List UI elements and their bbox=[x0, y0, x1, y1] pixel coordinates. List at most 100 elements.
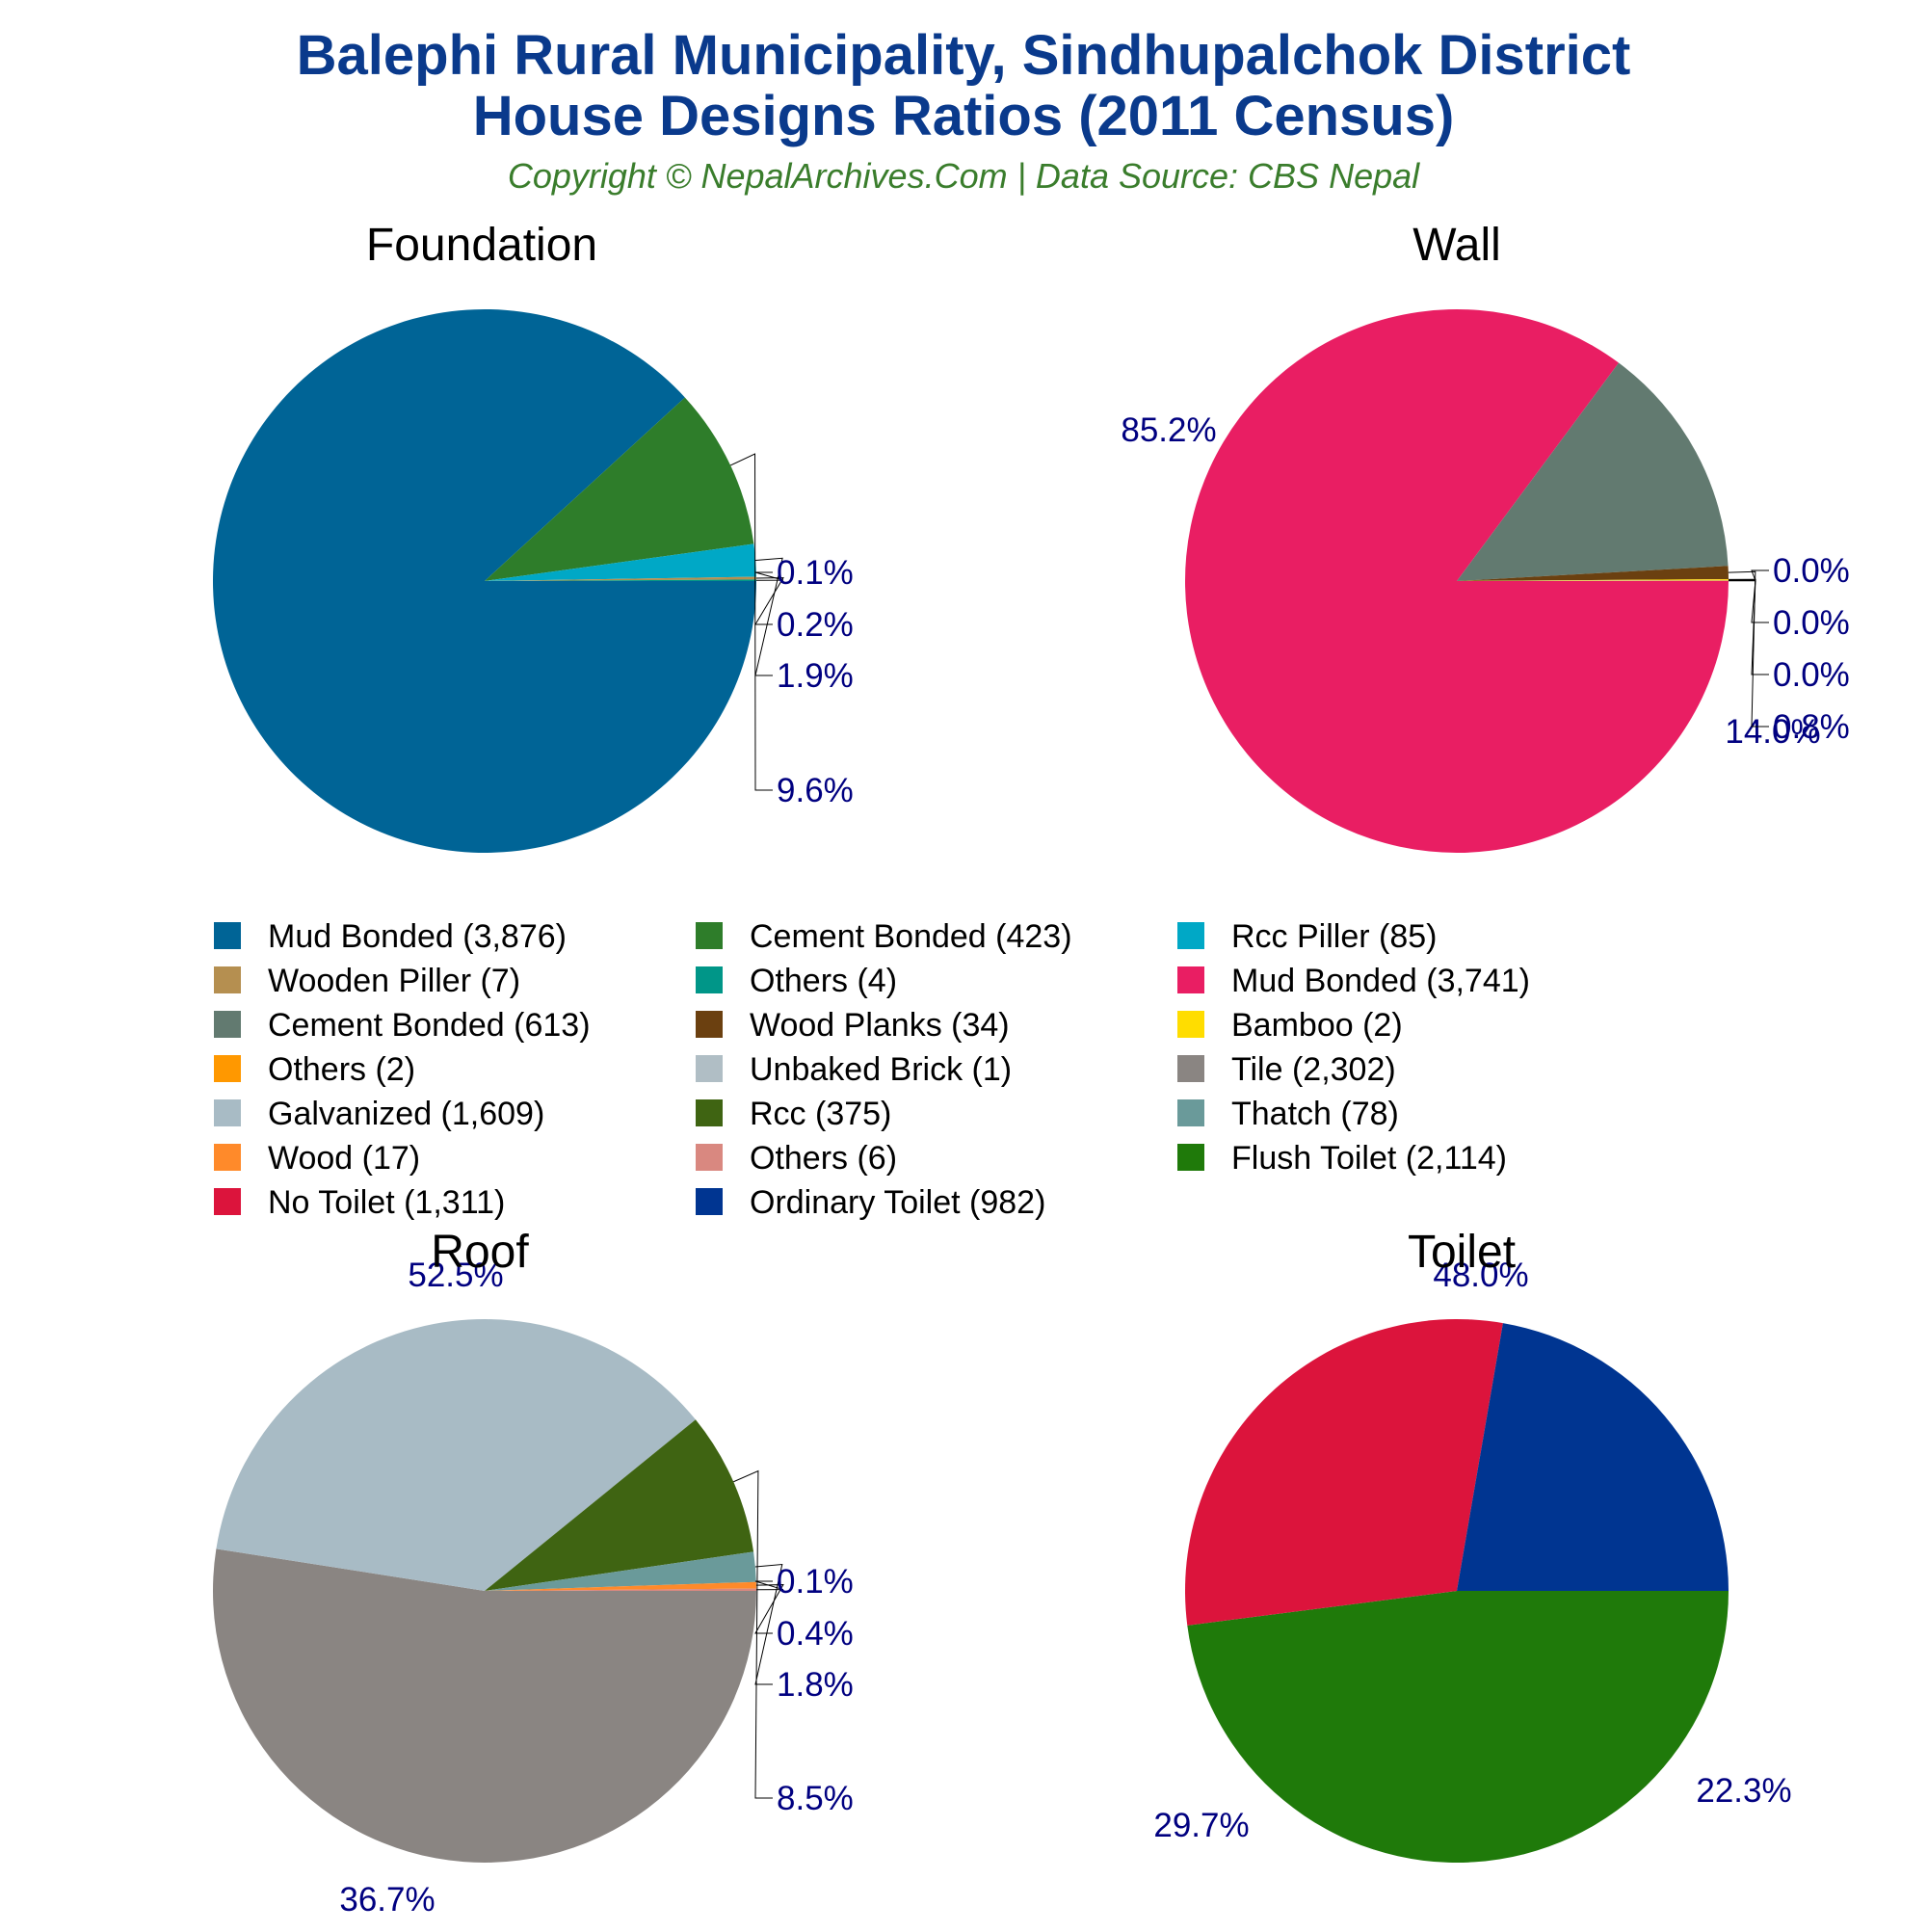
legend-item: Rcc Piller (85) bbox=[1177, 918, 1437, 955]
legend-label: Others (6) bbox=[750, 1140, 897, 1177]
legend-swatch bbox=[1177, 1055, 1204, 1082]
legend-swatch bbox=[696, 966, 723, 993]
legend-item: Others (2) bbox=[214, 1051, 415, 1088]
chart-title-line1: Balephi Rural Municipality, Sindhupalcho… bbox=[297, 24, 1631, 87]
legend-item: Flush Toilet (2,114) bbox=[1177, 1140, 1507, 1177]
legend-swatch bbox=[214, 966, 241, 993]
percent-label: 0.1% bbox=[777, 554, 854, 592]
legend-label: Tile (2,302) bbox=[1231, 1051, 1396, 1088]
pie-title: Foundation bbox=[366, 220, 597, 271]
legend-swatch bbox=[214, 1144, 241, 1171]
legend-label: Cement Bonded (423) bbox=[750, 918, 1072, 955]
legend-label: Galvanized (1,609) bbox=[268, 1096, 544, 1132]
legend-item: Wood (17) bbox=[214, 1140, 420, 1177]
percent-label: 1.8% bbox=[777, 1666, 854, 1704]
legend-item: Others (6) bbox=[696, 1140, 897, 1177]
pie-slices bbox=[213, 309, 756, 853]
legend-label: Others (4) bbox=[750, 963, 897, 999]
legend-label: Rcc Piller (85) bbox=[1231, 918, 1437, 955]
pie-slices bbox=[1185, 309, 1729, 853]
legend-item: Others (4) bbox=[696, 963, 897, 999]
percent-label: 0.0% bbox=[1773, 604, 1850, 642]
legend-item: Cement Bonded (613) bbox=[214, 1007, 591, 1044]
pie-title: Roof bbox=[431, 1227, 529, 1278]
legend-swatch bbox=[214, 1188, 241, 1215]
legend-label: Rcc (375) bbox=[750, 1096, 891, 1132]
pie-roof: 52.5%36.7%8.5%1.8%0.4%0.1%Roof bbox=[213, 1227, 854, 1919]
legend-label: Thatch (78) bbox=[1231, 1096, 1399, 1132]
legend-label: Wood Planks (34) bbox=[750, 1007, 1010, 1044]
legend-item: Wooden Piller (7) bbox=[214, 963, 520, 999]
pie-slices bbox=[1185, 1319, 1729, 1863]
pie-title: Wall bbox=[1412, 220, 1501, 271]
percent-label: 0.0% bbox=[1773, 552, 1850, 590]
percent-label: 1.9% bbox=[777, 657, 854, 695]
percent-label: 0.4% bbox=[777, 1615, 854, 1653]
legend-label: Bamboo (2) bbox=[1231, 1007, 1403, 1044]
legend-swatch bbox=[696, 1144, 723, 1171]
legend-label: Mud Bonded (3,741) bbox=[1231, 963, 1530, 999]
legend-item: Bamboo (2) bbox=[1177, 1007, 1403, 1044]
percent-label: 8.5% bbox=[777, 1780, 854, 1817]
legend-label: Cement Bonded (613) bbox=[268, 1007, 591, 1044]
legend-label: Unbaked Brick (1) bbox=[750, 1051, 1012, 1088]
pie-title: Toilet bbox=[1408, 1227, 1516, 1278]
chart-title-line2: House Designs Ratios (2011 Census) bbox=[473, 85, 1455, 147]
pie-toilet: 48.0%29.7%22.3%Toilet bbox=[1153, 1227, 1791, 1863]
legend-swatch bbox=[1177, 1011, 1204, 1038]
legend-label: Wooden Piller (7) bbox=[268, 963, 520, 999]
legend-swatch bbox=[696, 1055, 723, 1082]
pie-foundation: 88.2%9.6%1.9%0.2%0.1%Foundation bbox=[0, 220, 854, 853]
legend-item: Rcc (375) bbox=[696, 1096, 891, 1132]
legend-swatch bbox=[214, 1099, 241, 1126]
legend-label: Mud Bonded (3,876) bbox=[268, 918, 567, 955]
slice-toilet-ordinary-toilet bbox=[1457, 1323, 1729, 1591]
leader-line bbox=[1729, 571, 1769, 727]
legend-item: Wood Planks (34) bbox=[696, 1007, 1010, 1044]
legend-item: Unbaked Brick (1) bbox=[696, 1051, 1012, 1088]
legend-item: Thatch (78) bbox=[1177, 1096, 1399, 1132]
legend-swatch bbox=[696, 922, 723, 949]
legend-label: Flush Toilet (2,114) bbox=[1231, 1140, 1507, 1177]
legend-swatch bbox=[1177, 966, 1204, 993]
slice-toilet-flush-toilet bbox=[1187, 1591, 1729, 1863]
pie-slices bbox=[213, 1319, 756, 1863]
legend-label: Wood (17) bbox=[268, 1140, 420, 1177]
legend: Mud Bonded (3,876) Cement Bonded (423) Rcc… bbox=[214, 918, 1530, 1221]
leader-line bbox=[1729, 579, 1769, 675]
legend-label: Others (2) bbox=[268, 1051, 415, 1088]
legend-item: No Toilet (1,311) bbox=[214, 1184, 505, 1221]
legend-swatch bbox=[214, 922, 241, 949]
legend-item: Mud Bonded (3,741) bbox=[1177, 963, 1530, 999]
percent-label: 9.6% bbox=[777, 772, 854, 809]
legend-swatch bbox=[1177, 1099, 1204, 1126]
legend-item: Galvanized (1,609) bbox=[214, 1096, 544, 1132]
legend-swatch bbox=[1177, 1144, 1204, 1171]
percent-label: 0.8% bbox=[1773, 708, 1850, 746]
legend-swatch bbox=[1177, 922, 1204, 949]
legend-label: Ordinary Toilet (982) bbox=[750, 1184, 1045, 1221]
percent-label: 85.2% bbox=[1121, 411, 1216, 449]
percent-label: 36.7% bbox=[339, 1881, 435, 1919]
legend-swatch bbox=[696, 1188, 723, 1215]
legend-item: Ordinary Toilet (982) bbox=[696, 1184, 1045, 1221]
percent-label: 0.2% bbox=[777, 606, 854, 644]
percent-label: 22.3% bbox=[1696, 1772, 1791, 1810]
legend-label: No Toilet (1,311) bbox=[268, 1184, 505, 1221]
leader-line bbox=[1729, 580, 1769, 622]
legend-swatch bbox=[696, 1099, 723, 1126]
legend-item: Cement Bonded (423) bbox=[696, 918, 1072, 955]
legend-swatch bbox=[214, 1055, 241, 1082]
slice-roof-tile bbox=[213, 1548, 756, 1863]
percent-label: 0.0% bbox=[1773, 656, 1850, 694]
legend-swatch bbox=[696, 1011, 723, 1038]
legend-item: Tile (2,302) bbox=[1177, 1051, 1396, 1088]
legend-item: Mud Bonded (3,876) bbox=[214, 918, 567, 955]
slice-toilet-no-toilet bbox=[1185, 1319, 1503, 1626]
percent-label: 29.7% bbox=[1153, 1807, 1249, 1844]
pie-wall: 85.2%14.0%0.8%0.0%0.0%0.0%Wall bbox=[1121, 220, 1849, 853]
chart-subtitle: Copyright © NepalArchives.Com | Data Sou… bbox=[508, 156, 1420, 196]
percent-label: 0.1% bbox=[777, 1563, 854, 1601]
